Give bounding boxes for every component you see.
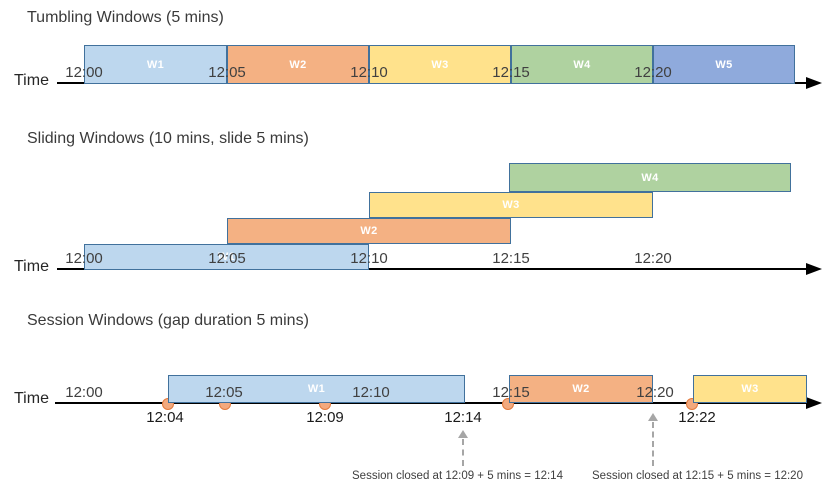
tumbling-title: Tumbling Windows (5 mins): [27, 9, 224, 26]
dashed-up-arrow-icon: [648, 413, 658, 421]
tumbling-axis-label: Time: [14, 72, 49, 89]
event-time-label: 12:04: [146, 409, 184, 426]
window-label: W2: [360, 225, 378, 237]
tick-label: 12:05: [208, 64, 246, 81]
window-label: W2: [289, 58, 307, 71]
tick-label: 12:20: [634, 250, 672, 267]
window-label: W5: [715, 58, 733, 71]
tumbling-window-w5: W5: [653, 45, 795, 84]
tumbling-window-w1: W1: [84, 45, 227, 84]
sliding-timeline-axis: [57, 268, 809, 270]
event-time-label: 12:22: [678, 409, 716, 426]
sliding-title: Sliding Windows (10 mins, slide 5 mins): [27, 130, 309, 147]
sliding-window-w3: W3: [369, 192, 653, 218]
tick-label: 12:15: [492, 64, 530, 81]
dashed-arrow-line: [652, 422, 654, 466]
session-closed-annotation-1: Session closed at 12:09 + 5 mins = 12:14: [352, 470, 563, 482]
window-label: W3: [502, 199, 520, 211]
tick-label: 12:05: [208, 250, 246, 267]
sliding-window-w4: W4: [509, 163, 791, 192]
session-axis-label: Time: [14, 390, 49, 407]
sliding-axis-arrowhead-icon: [806, 263, 822, 275]
window-label: W1: [307, 383, 326, 395]
tick-label: 12:10: [352, 384, 390, 401]
tick-label: 12:10: [350, 250, 388, 267]
window-label: W2: [572, 383, 590, 395]
tick-label: 12:10: [350, 64, 388, 81]
tick-label: 12:00: [65, 250, 103, 267]
event-time-label: 12:14: [444, 409, 482, 426]
session-window-w1: W1: [168, 375, 465, 403]
dashed-up-arrow-icon: [458, 430, 468, 438]
tick-label: 12:15: [492, 384, 530, 401]
event-time-label: 12:09: [306, 409, 344, 426]
window-label: W3: [431, 58, 449, 71]
session-closed-annotation-2: Session closed at 12:15 + 5 mins = 12:20: [592, 470, 803, 482]
tick-label: 12:20: [636, 384, 674, 401]
dashed-arrow-line: [462, 439, 464, 466]
sliding-axis-label: Time: [14, 258, 49, 275]
tick-label: 12:05: [205, 384, 243, 401]
tick-label: 12:00: [65, 384, 103, 401]
sliding-window-w2: W2: [227, 218, 511, 244]
tick-label: 12:00: [65, 64, 103, 81]
sliding-window-w1: W1: [84, 244, 369, 270]
window-label: W4: [641, 171, 659, 184]
tick-label: 12:15: [492, 250, 530, 267]
window-label: W4: [573, 58, 591, 71]
tumbling-axis-arrowhead-icon: [806, 77, 822, 89]
window-label: W1: [217, 251, 236, 263]
tick-label: 12:20: [634, 64, 672, 81]
window-label: W1: [146, 58, 165, 71]
session-axis-arrowhead-icon: [806, 397, 822, 409]
tumbling-window-w3: W3: [369, 45, 511, 84]
tumbling-window-w2: W2: [227, 45, 369, 84]
tumbling-window-w4: W4: [511, 45, 653, 84]
session-title: Session Windows (gap duration 5 mins): [27, 312, 309, 329]
window-label: W3: [741, 383, 759, 395]
session-window-w2: W2: [509, 375, 653, 403]
session-window-w3: W3: [693, 375, 807, 403]
session-timeline-axis: [55, 402, 809, 404]
